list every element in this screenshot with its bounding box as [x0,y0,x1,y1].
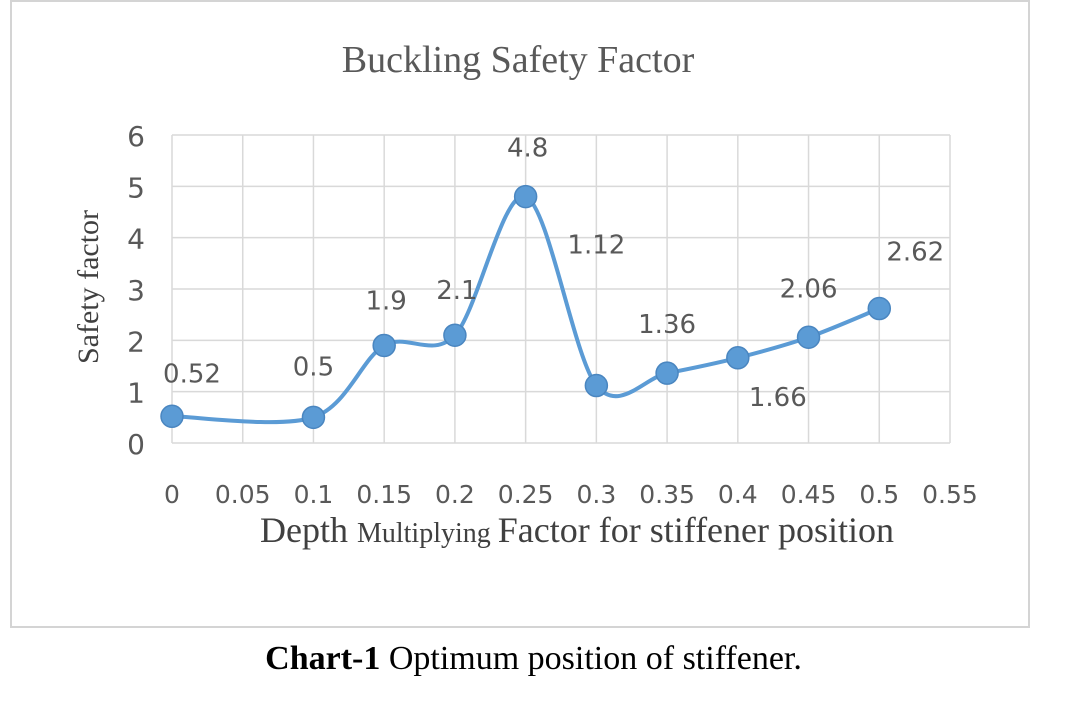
x-tick-label: 0.25 [498,480,554,509]
caption-label: Chart-1 [265,640,381,677]
data-label: 0.5 [293,352,334,382]
x-axis-title-part: Factor for stiffener position [498,510,894,550]
x-tick-label: 0.3 [576,480,616,509]
data-label: 2.06 [780,274,838,304]
x-tick-label: 0.5 [859,480,899,509]
x-tick-label: 0 [164,480,180,509]
data-point-marker [301,405,326,430]
y-tick-label: 0 [127,428,145,461]
x-tick-label: 0.15 [356,480,412,509]
data-point-marker [372,333,396,358]
x-axis-title: Depth Multiplying Factor for stiffener p… [260,510,894,550]
x-tick-label: 0.1 [294,480,334,509]
chart-frame [10,0,1030,628]
data-point-marker [160,404,184,429]
data-label: 1.12 [567,231,625,261]
data-label: 4.8 [507,134,548,164]
figure-caption: Chart-1 Optimum position of stiffener. [0,640,1067,678]
data-point-marker [443,323,467,347]
x-tick-label: 0.05 [215,480,271,509]
y-tick-label: 4 [127,223,145,256]
x-tick-label: 0.45 [781,480,837,509]
data-label: 2.1 [436,276,477,306]
data-label: 1.36 [638,310,696,340]
y-tick-label: 3 [127,274,145,307]
y-tick-label: 6 [127,120,145,153]
x-tick-label: 0.4 [718,480,758,509]
x-tick-label: 0.35 [639,480,695,509]
data-point-marker [726,346,750,370]
data-label: 1.66 [749,383,807,413]
data-label: 0.52 [163,359,221,389]
x-tick-label: 0.2 [435,480,475,509]
x-axis-title-part: Multiplying [357,518,498,549]
data-point-marker [867,296,892,321]
series [160,184,892,430]
data-point-marker [796,325,821,350]
data-point-marker [513,184,538,209]
y-axis-title: Safety factor [72,210,105,364]
line-chart: Buckling Safety Factor 0 1 2 3 4 5 6 0 0.05 0.1 0.… [72,39,978,550]
y-tick-label: 1 [127,377,145,410]
data-point-marker [655,361,679,385]
y-tick-label: 2 [127,325,145,358]
data-labels: 0.52 0.5 1.9 2.1 4.8 1.12 1.36 1.66 2.06 2.62 [163,134,944,413]
y-tick-label: 5 [127,171,145,204]
data-label: 2.62 [886,238,944,268]
data-point-marker [584,373,609,398]
chart-title: Buckling Safety Factor [342,39,695,81]
caption-text: Optimum position of stiffener. [380,640,802,677]
data-label: 1.9 [366,286,407,316]
axes: 0 1 2 3 4 5 6 0 0.05 0.1 0.15 0.2 0.25 0.3 0.35 0.4 0.45… [127,120,978,509]
x-tick-label: 0.55 [922,480,978,509]
x-axis-title-part: Depth [260,510,357,550]
